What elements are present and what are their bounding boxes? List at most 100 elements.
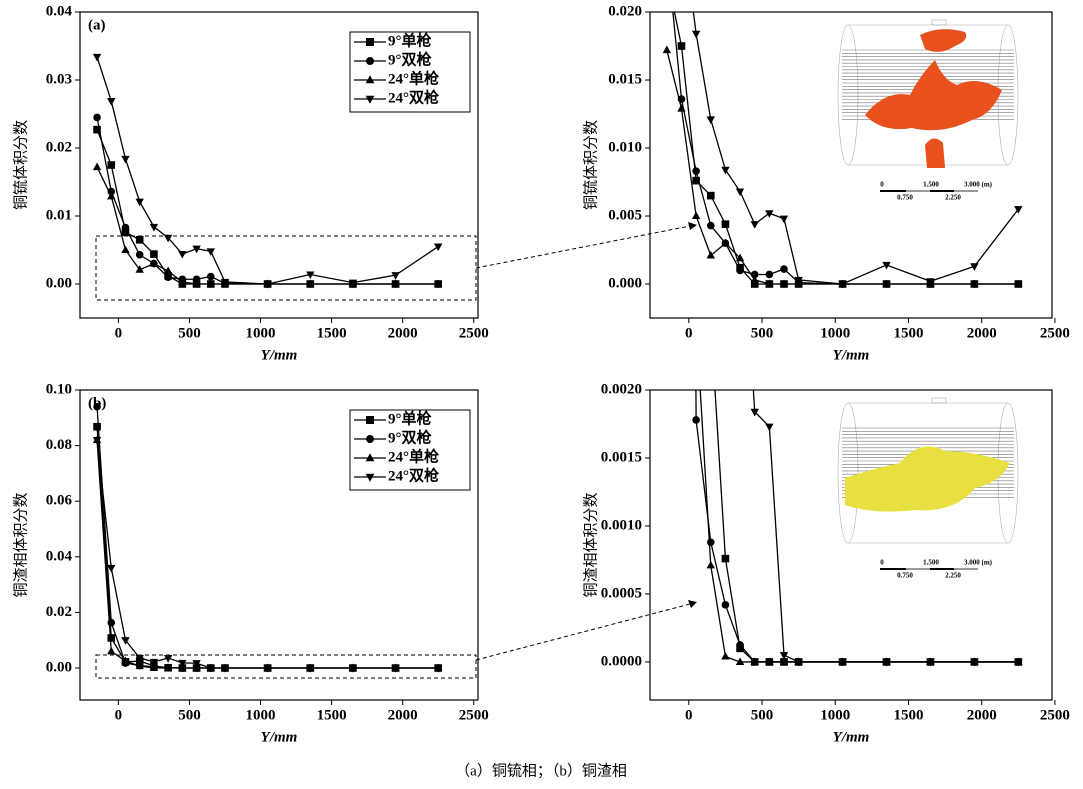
legend-label: 24°双枪 — [388, 466, 439, 484]
zoom-box — [95, 654, 477, 679]
marker — [970, 263, 979, 271]
marker — [765, 657, 774, 665]
y-tick-label: 0.0010 — [601, 517, 642, 533]
marker — [206, 664, 215, 673]
x-tick-label: 0 — [115, 707, 123, 723]
marker — [220, 278, 230, 287]
marker — [365, 95, 375, 104]
marker — [692, 176, 700, 185]
marker — [838, 658, 847, 667]
marker — [926, 278, 935, 286]
scale-label: 3.000 (m) — [964, 559, 993, 567]
series-line — [672, 12, 1019, 285]
y-axis-label: 铜锍体积分数 — [582, 120, 599, 210]
marker — [434, 279, 443, 288]
marker — [107, 634, 116, 642]
marker — [365, 473, 375, 482]
marker — [93, 113, 101, 122]
marker — [107, 646, 116, 655]
marker — [691, 30, 701, 39]
marker — [779, 215, 789, 224]
plot-area — [92, 402, 443, 673]
marker — [135, 661, 144, 670]
marker — [691, 211, 701, 220]
y-tick-label: 0.00 — [46, 275, 72, 291]
marker — [735, 188, 745, 197]
x-tick-label: 500 — [751, 325, 774, 341]
marker — [163, 663, 173, 672]
x-axis-label: Y/mm — [261, 347, 298, 363]
inset-outline — [931, 397, 947, 404]
marker — [121, 637, 130, 645]
marker — [735, 657, 745, 665]
marker — [736, 169, 744, 177]
x-axis-label: Y/mm — [261, 729, 298, 745]
scale-label: 2.250 — [945, 572, 961, 580]
y-tick-label: 0.01 — [46, 207, 72, 223]
x-tick-label: 500 — [178, 707, 201, 723]
inset-outline — [837, 24, 859, 166]
marker — [121, 228, 130, 237]
marker — [391, 279, 400, 288]
marker — [163, 266, 173, 275]
marker — [206, 248, 215, 256]
marker — [149, 259, 159, 267]
marker — [365, 75, 375, 84]
x-tick-label: 1000 — [246, 707, 276, 723]
marker — [677, 42, 686, 50]
caption: （a）铜锍相；（b）铜渣相 — [455, 762, 627, 779]
y-tick-label: 0.0020 — [601, 381, 642, 397]
y-tick-label: 0.020 — [608, 3, 642, 19]
marker — [736, 641, 744, 649]
legend-label: 9°双枪 — [388, 428, 432, 446]
legend-label: 24°双枪 — [388, 88, 439, 106]
marker — [366, 416, 374, 424]
marker — [149, 658, 159, 667]
marker — [779, 657, 789, 665]
marker — [93, 125, 101, 134]
marker — [391, 664, 400, 673]
plot-area — [692, 169, 1023, 667]
marker — [707, 169, 715, 177]
marker — [135, 265, 144, 273]
arrow-head — [688, 600, 697, 608]
marker — [838, 280, 847, 289]
marker — [149, 223, 159, 232]
marker — [163, 654, 173, 663]
scale-label: 0.750 — [897, 572, 913, 580]
marker — [93, 402, 101, 411]
y-tick-label: 0.010 — [608, 139, 642, 155]
legend-label: 9°单枪 — [388, 31, 432, 49]
x-tick-label: 2000 — [967, 325, 997, 341]
y-axis-label: 铜渣相体积分数 — [12, 492, 29, 597]
marker — [721, 220, 730, 228]
inset-blob — [845, 446, 1010, 512]
x-axis-label: Y/mm — [833, 347, 870, 363]
marker — [692, 416, 700, 424]
marker — [220, 664, 230, 673]
marker — [721, 238, 730, 247]
marker — [306, 279, 315, 288]
panel-label: (a) — [88, 17, 106, 33]
zoom-box — [95, 235, 477, 301]
marker — [779, 279, 789, 288]
marker — [263, 280, 272, 289]
marker — [348, 279, 358, 288]
legend-label: 24°单枪 — [388, 447, 439, 465]
marker — [970, 658, 979, 667]
x-tick-label: 2500 — [459, 325, 489, 341]
marker — [391, 272, 400, 280]
marker — [706, 560, 715, 569]
marker — [107, 161, 116, 169]
marker — [706, 250, 715, 259]
x-tick-label: 2000 — [388, 707, 418, 723]
marker — [192, 245, 201, 254]
y-axis-label: 铜锍体积分数 — [12, 120, 29, 210]
marker — [735, 253, 745, 262]
marker — [750, 657, 759, 665]
marker — [692, 359, 700, 367]
marker — [794, 658, 803, 667]
marker — [206, 272, 215, 281]
inset-outline — [837, 402, 859, 544]
marker — [750, 408, 759, 417]
